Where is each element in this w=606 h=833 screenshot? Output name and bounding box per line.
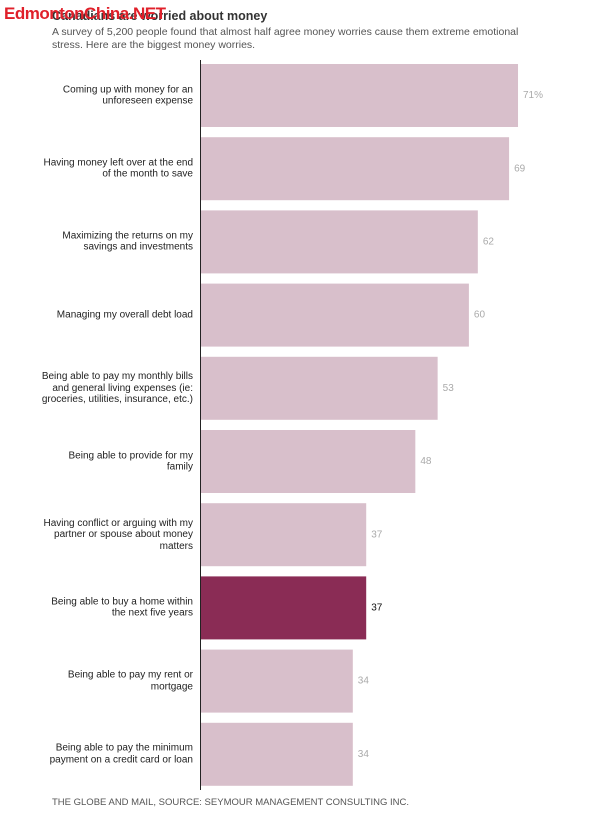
value-label: 69	[514, 163, 526, 174]
category-label: Being able to provide for my family	[68, 450, 193, 473]
chart-subtitle: A survey of 5,200 people found that almo…	[52, 26, 519, 51]
category-label: Being able to pay my rent or mortgage	[67, 669, 193, 693]
value-label: 48	[420, 456, 432, 467]
category-label: Being able to pay my monthly bills and g…	[41, 371, 193, 406]
bar	[201, 430, 416, 493]
category-label: Having conflict or arguing with my partn…	[43, 517, 193, 552]
source: THE GLOBE AND MAIL, SOURCE: SEYMOUR MANA…	[52, 797, 410, 808]
bar	[201, 649, 353, 713]
category-label: Maximizing the returns on my savings and…	[62, 230, 193, 253]
bar	[201, 722, 353, 786]
chart-title: Canadians are worried about money	[52, 9, 268, 23]
category-label: Coming up with money for an unforeseen e…	[62, 84, 193, 107]
bar	[201, 210, 478, 274]
bar	[201, 576, 367, 640]
value-label: 62	[483, 237, 495, 248]
bar	[201, 356, 438, 420]
bar	[201, 503, 367, 567]
category-label: Managing my overall debt load	[56, 309, 193, 321]
value-label: 34	[358, 676, 370, 687]
value-label: 37	[371, 603, 383, 614]
value-label: 34	[358, 749, 370, 760]
category-label: Having money left over at the end of the…	[43, 157, 193, 180]
bar	[201, 64, 519, 127]
category-label: Being able to pay the minimum payment on…	[49, 742, 193, 766]
bar	[201, 283, 469, 347]
watermark: EdmontonChina.NET	[4, 4, 166, 23]
value-label: 37	[371, 529, 383, 540]
value-label: 53	[443, 383, 455, 394]
category-label: Being able to buy a home within the next…	[51, 596, 193, 619]
value-label: 60	[474, 310, 486, 321]
bar	[201, 137, 510, 201]
value-label: 71%	[523, 90, 543, 101]
